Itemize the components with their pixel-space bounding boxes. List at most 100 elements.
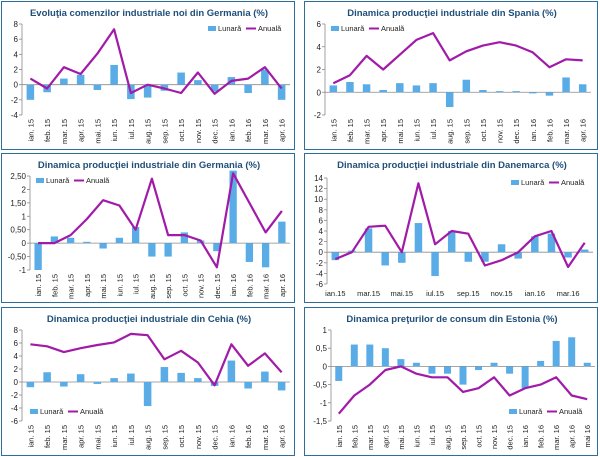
bar-monthly (331, 252, 340, 261)
bar-monthly (261, 69, 269, 85)
x-tick-label: dec. 15 (506, 425, 515, 450)
x-tick-label: apr. 15 (83, 274, 92, 297)
x-tick-label: nov. 15 (490, 425, 499, 449)
bar-monthly (412, 85, 421, 93)
y-tick-label: 10 (314, 195, 323, 204)
x-tick-label: feb. 15 (43, 119, 52, 142)
x-tick-label: mar.15 (357, 289, 380, 298)
x-tick-label: mar. 16 (552, 425, 561, 450)
y-tick-label: 6 (14, 35, 19, 44)
bar-monthly (60, 78, 68, 85)
x-tick-label: mar. 16 (562, 119, 571, 144)
bar-monthly (194, 80, 202, 85)
chart-panel-denmark-production: Dinamica producţiei industriale din Dane… (304, 153, 598, 303)
y-tick-label: -1,5 (313, 417, 327, 426)
bar-monthly (428, 366, 436, 374)
y-tick-label: 8 (14, 326, 19, 335)
bar-monthly (164, 243, 172, 257)
bar-monthly (545, 92, 554, 96)
bar-monthly (261, 371, 269, 382)
x-tick-label: feb. 15 (50, 274, 59, 297)
y-tick-label: 1 (323, 326, 328, 335)
x-tick-label: feb. 16 (545, 119, 554, 142)
x-tick-label: dec. 15 (213, 274, 222, 299)
chart-panel-czech-production: Dinamica producţiei industriale din Cehi… (1, 307, 295, 456)
x-tick-label: mar. 15 (366, 425, 375, 450)
chart-svg: Dinamica producţiei industriale din Germ… (8, 160, 290, 299)
x-tick-label: mai. 15 (93, 425, 102, 450)
x-tick-label: apr. 16 (579, 119, 588, 142)
x-tick-label: aug. 15 (148, 274, 157, 299)
bar-monthly (412, 362, 420, 367)
chart-svg: Dinamica producţiei industriale din Cehi… (11, 314, 290, 450)
bar-monthly (445, 92, 454, 108)
bar-monthly (490, 362, 498, 367)
x-tick-label: feb. 16 (245, 274, 254, 297)
x-tick-label: aug. 15 (443, 425, 452, 450)
bar-monthly (127, 373, 135, 382)
bar-monthly (177, 72, 185, 85)
x-tick-label: sep. 15 (459, 425, 468, 450)
x-tick-label: ian. 16 (227, 425, 236, 448)
line-annual (337, 365, 588, 415)
bar-monthly (447, 231, 456, 253)
x-tick-label: feb. 15 (43, 425, 52, 448)
bar-monthly (210, 84, 219, 92)
x-tick-label: sep. 15 (164, 274, 173, 299)
bar-monthly (537, 360, 545, 367)
bar-monthly (429, 83, 437, 93)
bar-monthly (213, 243, 221, 252)
bar-monthly (66, 237, 75, 244)
chart-title: Dinamica producţiei industriale din Span… (347, 8, 557, 19)
y-tick-label: -6 (316, 280, 324, 289)
bar-monthly (379, 89, 387, 93)
legend-swatch-monthly (331, 26, 339, 31)
bar-monthly (346, 82, 354, 93)
y-tick-label: 8 (319, 206, 324, 215)
legend-label-annual: Anuală (561, 178, 585, 187)
bar-monthly (34, 243, 42, 270)
x-tick-label: ian. 16 (529, 119, 538, 142)
chart-title: Dinamica producţiei industriale din Germ… (38, 160, 260, 171)
bar-monthly (578, 84, 587, 93)
bar-monthly (245, 243, 254, 262)
bar-monthly (531, 236, 539, 253)
x-tick-label: mar. 15 (60, 119, 69, 144)
legend-swatch-monthly (36, 178, 44, 183)
legend-label-monthly: Lunară (40, 407, 64, 416)
bar-monthly (583, 362, 591, 367)
x-tick-label: ian.16 (525, 289, 545, 298)
x-tick-label: iun. 15 (115, 274, 124, 297)
bar-monthly (93, 382, 102, 384)
chart-svg: Dinamica producţiei industriale din Span… (314, 8, 591, 144)
x-tick-label: ian. 15 (26, 119, 35, 142)
bar-monthly (564, 252, 572, 258)
bar-monthly (143, 382, 152, 407)
bar-monthly (277, 382, 286, 391)
y-tick-label: -0,5 (313, 381, 327, 390)
x-tick-label: aug. 15 (144, 425, 153, 450)
x-tick-label: feb. 16 (244, 119, 253, 142)
x-tick-label: mar. 16 (262, 274, 271, 299)
x-tick-label: sep. 15 (160, 425, 169, 450)
y-tick-label: 0 (317, 88, 322, 97)
y-tick-label: -1 (19, 266, 27, 275)
x-tick-label: oct. 15 (180, 274, 189, 297)
legend-swatch-monthly (509, 409, 517, 414)
bar-monthly (26, 84, 35, 100)
x-tick-label: mai.15 (391, 289, 414, 298)
x-tick-label: nov. 15 (496, 119, 505, 143)
bar-monthly (43, 372, 51, 382)
bar-monthly (475, 366, 483, 371)
bar-monthly (397, 359, 405, 367)
x-tick-label: feb. 15 (350, 425, 359, 448)
x-tick-label: mar. 16 (261, 119, 270, 144)
bar-monthly (521, 366, 529, 389)
bar-monthly (229, 170, 237, 244)
legend-swatch-monthly (511, 180, 519, 185)
bar-monthly (244, 84, 252, 94)
line-annual (30, 332, 283, 387)
x-tick-label: ian. 15 (26, 425, 35, 448)
bar-monthly (568, 337, 576, 367)
x-tick-label: oct. 15 (479, 119, 488, 142)
